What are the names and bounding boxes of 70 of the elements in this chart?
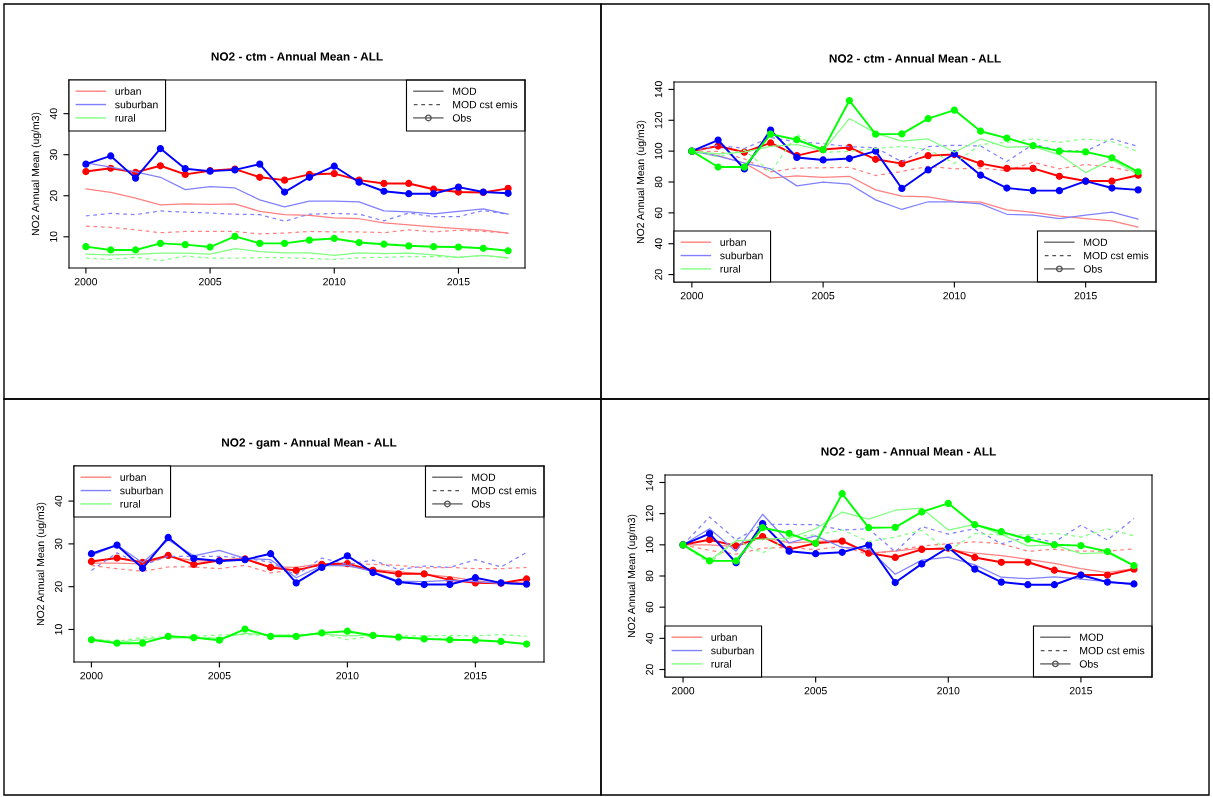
chart-title: NO2 - gam - Annual Mean - ALL bbox=[222, 438, 397, 450]
x-tick-label: 2015 bbox=[1074, 292, 1097, 300]
y-axis-title: NO2 Annual Mean (ug/m3) bbox=[36, 502, 47, 626]
chart-title: NO2 - gam - Annual Mean - ALL bbox=[821, 447, 996, 459]
legend-label: urban bbox=[711, 633, 737, 641]
y-tick-label: 10 bbox=[54, 624, 63, 635]
legend-label: suburban bbox=[120, 486, 163, 495]
y-tick-label: 80 bbox=[654, 176, 663, 188]
y-axis-title: NO2 Annual Mean (ug/m3) bbox=[627, 514, 638, 638]
y-tick-label: 140 bbox=[645, 474, 654, 491]
legend-label: urban bbox=[720, 238, 746, 246]
y-tick-label: 80 bbox=[645, 570, 654, 582]
annotation: Obs bbox=[1083, 265, 1103, 273]
x-tick-label: 2000 bbox=[74, 278, 98, 286]
y-tick-label: 20 bbox=[645, 664, 654, 675]
y-axis-title: NO2 Annual Mean (ug/m3) bbox=[31, 112, 42, 236]
x-tick-label: 2005 bbox=[804, 687, 827, 695]
x-tick-label: 2010 bbox=[336, 672, 359, 680]
y-tick-label: 30 bbox=[49, 149, 58, 161]
y-tick-label: 20 bbox=[54, 581, 63, 592]
y-tick-label: 60 bbox=[654, 207, 663, 219]
y-tick-label: 100 bbox=[654, 142, 663, 160]
x-tick-label: 2000 bbox=[80, 672, 103, 680]
legend-label: rural bbox=[711, 660, 731, 668]
y-tick-label: 20 bbox=[654, 269, 663, 280]
legend-label: suburban bbox=[115, 100, 158, 109]
annotation: Obs bbox=[452, 114, 472, 122]
legend-label: rural bbox=[720, 265, 740, 273]
legend-label: rural bbox=[120, 500, 140, 508]
y-tick-label: 140 bbox=[654, 81, 663, 98]
annotation: MOD cst emis bbox=[472, 486, 537, 495]
annotation: Obs bbox=[1079, 660, 1099, 668]
y-tick-label: 20 bbox=[49, 190, 58, 202]
y-tick-label: 120 bbox=[645, 505, 654, 522]
x-tick-label: 2005 bbox=[208, 672, 231, 680]
annotation: MOD bbox=[1080, 633, 1104, 641]
x-tick-label: 2000 bbox=[680, 292, 704, 300]
x-tick-label: 2005 bbox=[199, 278, 222, 286]
y-tick-label: 40 bbox=[49, 108, 58, 120]
y-tick-label: 40 bbox=[654, 238, 663, 250]
legend-label: urban bbox=[120, 473, 146, 481]
x-tick-label: 2000 bbox=[671, 687, 695, 695]
legend-label: urban bbox=[115, 87, 141, 95]
annotation: MOD cst emis bbox=[1084, 251, 1149, 260]
x-tick-label: 2015 bbox=[1069, 687, 1093, 695]
annotation: MOD bbox=[472, 473, 496, 481]
x-tick-label: 2010 bbox=[943, 292, 966, 300]
y-tick-label: 30 bbox=[54, 538, 63, 550]
y-tick-label: 120 bbox=[654, 111, 663, 129]
annotation: MOD cst emis bbox=[453, 100, 518, 109]
annotation: MOD bbox=[1084, 238, 1108, 246]
y-tick-label: 100 bbox=[645, 536, 654, 553]
annotation: MOD cst emis bbox=[1080, 646, 1145, 655]
x-tick-label: 2015 bbox=[464, 672, 487, 680]
y-tick-label: 40 bbox=[54, 495, 63, 507]
legend-label: suburban bbox=[711, 646, 754, 655]
annotation: MOD bbox=[453, 87, 477, 95]
legend-label: rural bbox=[115, 114, 135, 122]
y-tick-label: 60 bbox=[645, 601, 654, 613]
y-tick-label: 40 bbox=[645, 632, 654, 644]
x-tick-label: 2015 bbox=[447, 278, 470, 286]
y-tick-label: 10 bbox=[49, 231, 58, 242]
y-axis-title: NO2 Annual Mean (ug/m3) bbox=[636, 120, 647, 244]
x-tick-label: 2010 bbox=[323, 278, 346, 286]
annotation: Obs bbox=[471, 500, 491, 508]
chart-title: NO2 - ctm - Annual Mean - ALL bbox=[211, 52, 383, 61]
x-tick-label: 2005 bbox=[812, 292, 835, 300]
chart-title: NO2 - ctm - Annual Mean - ALL bbox=[829, 54, 1001, 63]
x-tick-label: 2010 bbox=[937, 687, 960, 695]
legend-label: suburban bbox=[720, 251, 763, 260]
